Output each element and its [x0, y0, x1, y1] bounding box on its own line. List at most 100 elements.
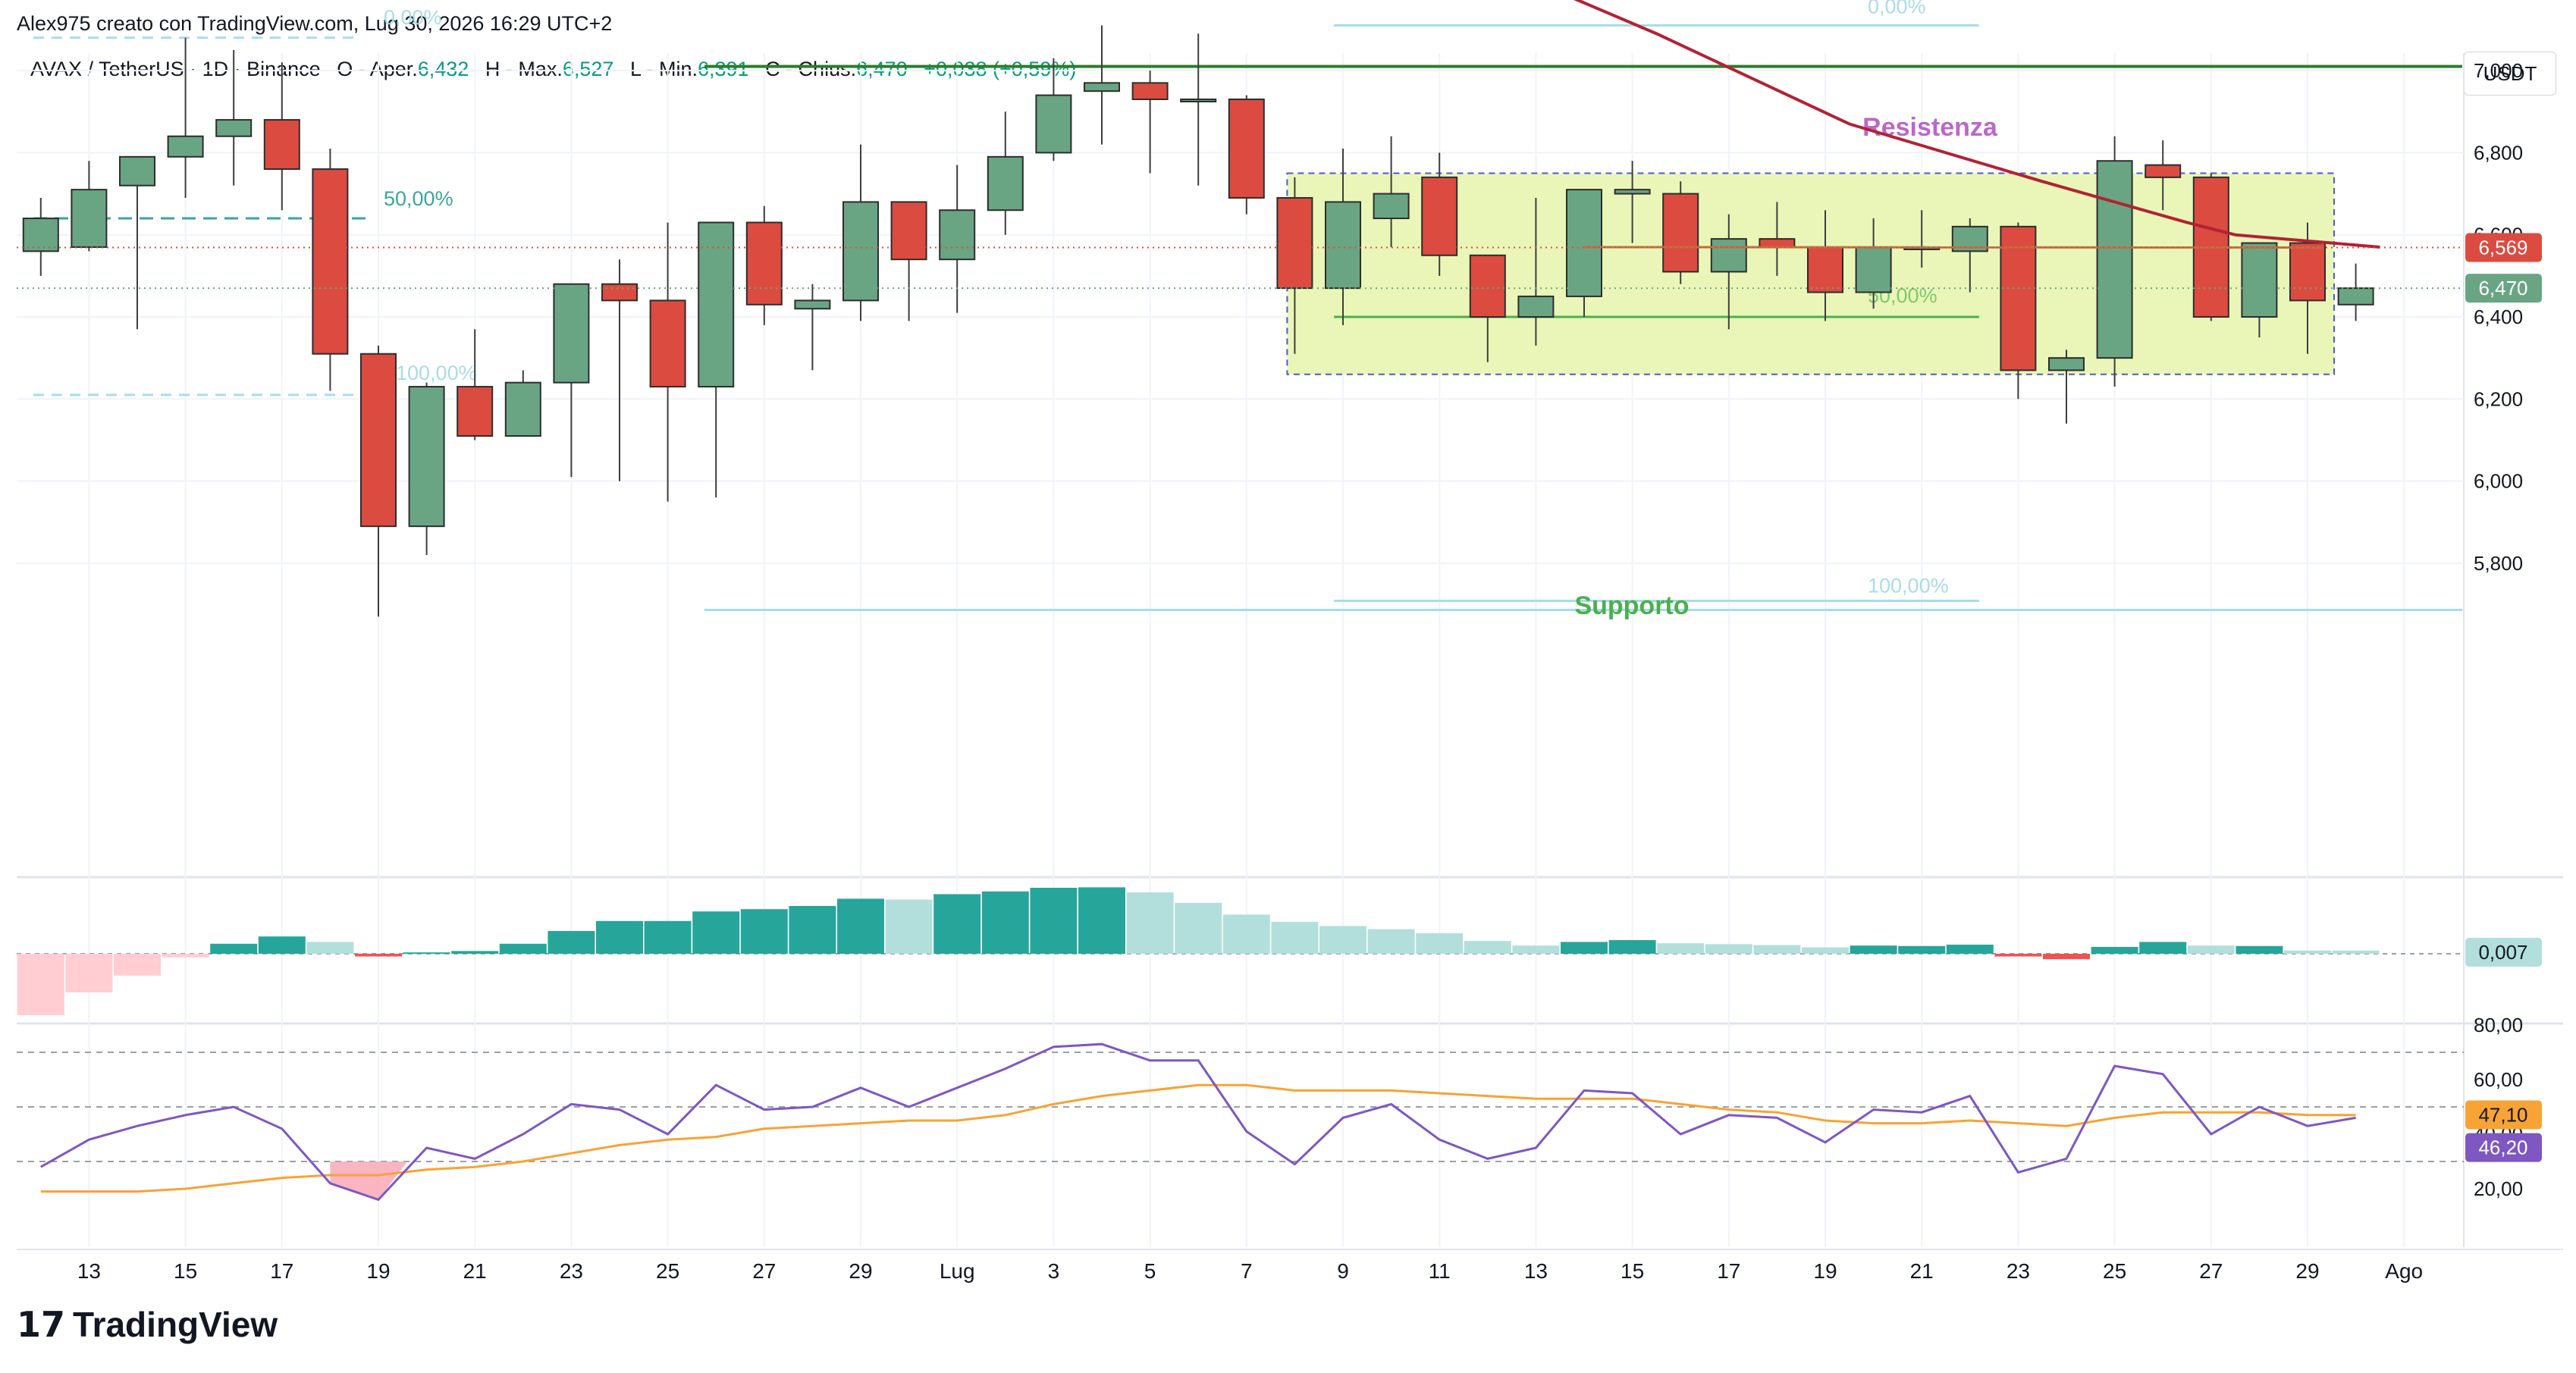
candle-body	[745, 221, 783, 306]
open-label: O - Aper.	[337, 58, 418, 80]
time-tick-label: 11	[1429, 1259, 1451, 1283]
histogram-bar	[1126, 892, 1174, 954]
price-tag-label: 6,470	[2478, 277, 2527, 299]
time-tick-label: 5	[1144, 1259, 1156, 1283]
low-label: L - Min.	[629, 58, 698, 80]
rsi-tick-label: 20,00	[2474, 1177, 2523, 1200]
histogram-bar	[2332, 950, 2380, 954]
histogram-bar	[2236, 945, 2283, 954]
candle-body	[1807, 246, 1843, 293]
time-tick-label: 3	[1048, 1259, 1060, 1283]
tradingview-logo[interactable]: 17 TradingView	[17, 1304, 278, 1345]
rsi-tick-label: 60,00	[2474, 1068, 2523, 1091]
candle-body	[2289, 242, 2326, 302]
time-tick-label: 27	[752, 1259, 776, 1283]
close-value: 6,470	[856, 58, 908, 80]
candle-body	[1421, 176, 1458, 256]
candle-body	[119, 155, 155, 187]
histogram-bar	[1319, 926, 1366, 954]
histogram-bar	[1946, 945, 1994, 954]
rsi-ma-tag-label: 47,10	[2478, 1103, 2527, 1126]
candle-body	[2145, 164, 2182, 178]
candle-body	[1662, 193, 1699, 273]
histogram-bar	[1561, 942, 1608, 954]
time-tick-label: Lug	[940, 1259, 975, 1283]
candle-body	[987, 155, 1024, 212]
open-value: 6,432	[417, 58, 469, 80]
time-tick-label: 7	[1241, 1259, 1253, 1283]
candle-body	[1131, 82, 1169, 101]
tradingview-logo-icon: 17	[17, 1304, 66, 1345]
candle-body	[2000, 225, 2037, 371]
histogram-bar	[2091, 947, 2138, 954]
time-tick-label: 13	[1524, 1259, 1548, 1283]
histogram-bar	[258, 936, 306, 954]
candle-body	[263, 119, 300, 171]
histogram-bar	[1994, 954, 2042, 957]
time-tick-label: 25	[2103, 1259, 2126, 1283]
rsi-ma-tag	[2465, 1100, 2542, 1130]
histogram-bar	[981, 891, 1029, 954]
candle-body	[1855, 246, 1892, 293]
candle-body	[939, 209, 976, 261]
candle-body	[2048, 357, 2085, 371]
price-tick-label: 5,800	[2474, 552, 2523, 575]
author-line: Alex975 creato con TradingView.com, Lug …	[17, 12, 613, 35]
price-chart[interactable]: 7,4007,2007,0006,8006,6006,4006,2006,000…	[0, 0, 2576, 1289]
close-label: C - Chius.	[765, 58, 857, 80]
histogram-bar	[1464, 941, 1511, 954]
histogram-bar	[210, 943, 258, 954]
change-value: +0,038 (+0,59%)	[924, 58, 1077, 80]
ohlc-legend: AVAX / TetherUS · 1D · Binance O - Aper.…	[30, 58, 1076, 81]
time-tick-label: 9	[1337, 1259, 1349, 1283]
candle-body	[1759, 238, 1796, 248]
candle-body	[698, 221, 735, 388]
histogram-bar	[692, 911, 740, 954]
time-tick-label: 21	[1910, 1259, 1934, 1283]
price-tag	[2465, 274, 2542, 303]
price-tick-label: 6,200	[2474, 387, 2523, 410]
candle-body	[457, 386, 494, 437]
candle-body	[22, 218, 59, 252]
candle-body	[360, 353, 397, 528]
time-tick-label: 25	[656, 1259, 679, 1283]
histogram-bar	[789, 906, 836, 954]
candle-body	[1228, 99, 1265, 199]
time-tick-label: 19	[1813, 1259, 1837, 1283]
histogram-bar	[162, 954, 209, 958]
fib-level-label: 0,00%	[384, 6, 442, 29]
symbol-label[interactable]: AVAX / TetherUS · 1D · Binance	[30, 58, 321, 80]
fib-level-label: 0,00%	[1868, 0, 1926, 18]
time-tick-label: 21	[463, 1259, 487, 1283]
price-tick-label: 6,400	[2474, 306, 2523, 328]
histogram-bar	[1175, 902, 1222, 954]
histogram-bar	[1753, 945, 1801, 954]
price-tag-label: 6,569	[2478, 236, 2527, 259]
candle-body	[794, 299, 831, 310]
time-tick-label: 29	[849, 1259, 872, 1283]
histogram-bar	[2187, 945, 2235, 954]
histogram-bar	[1030, 888, 1078, 954]
histogram-bar	[306, 942, 354, 954]
histogram-bar	[2139, 942, 2187, 954]
candle-body	[1276, 196, 1313, 290]
histogram-bar	[1608, 940, 1656, 954]
price-tick-label: 6,800	[2474, 141, 2523, 164]
candle-body	[890, 201, 927, 261]
histogram-bar	[403, 952, 450, 955]
histogram-tag	[2465, 938, 2542, 967]
candle-body	[2337, 287, 2374, 306]
histogram-bar	[548, 931, 595, 954]
candle-body	[312, 168, 349, 355]
candle-body	[1517, 295, 1555, 318]
time-tick-label: 17	[270, 1259, 293, 1283]
histogram-bar	[837, 898, 884, 954]
histogram-tag-label: 0,007	[2478, 941, 2527, 964]
currency-selector[interactable]: USDT	[2464, 52, 2556, 96]
rsi-tag-label: 46,20	[2478, 1136, 2527, 1159]
time-tick-label: 23	[2007, 1259, 2030, 1283]
candle-body	[601, 283, 638, 302]
candle-body	[1035, 94, 1072, 154]
candle-body	[553, 283, 590, 384]
candle-body	[167, 135, 204, 158]
